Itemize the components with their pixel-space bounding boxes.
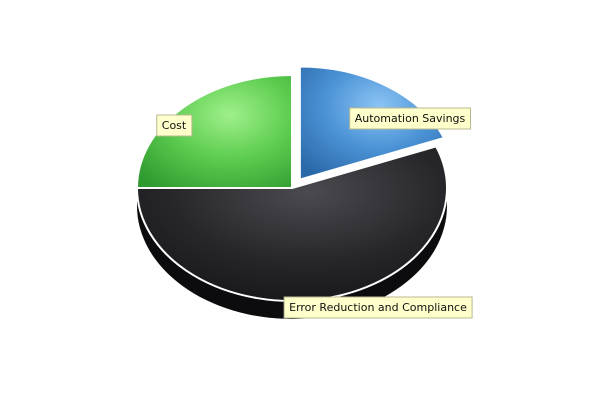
slice-label-automation-savings: Automation Savings [349,107,472,130]
slice-label-error-reduction-and-compliance: Error Reduction and Compliance [283,296,473,319]
pie-slice-cost[interactable] [136,74,293,189]
slice-label-box [349,107,472,130]
slice-label-box [156,114,193,137]
slice-label-text: Error Reduction and Compliance [289,301,467,314]
slice-label-text: Cost [162,119,187,132]
slice-label-cost: Cost [156,114,193,137]
slice-label-text: Automation Savings [355,112,466,125]
slice-label-box [283,296,473,319]
